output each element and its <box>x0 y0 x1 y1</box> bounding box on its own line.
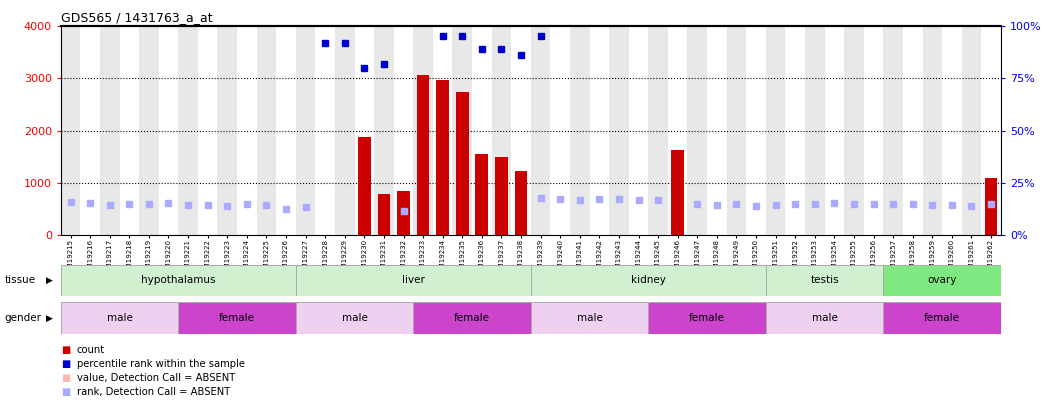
Text: female: female <box>454 313 490 323</box>
Bar <box>358 137 371 235</box>
Bar <box>590 26 609 235</box>
Bar <box>825 26 845 235</box>
Bar <box>413 26 433 235</box>
Bar <box>158 26 178 235</box>
Bar <box>864 26 883 235</box>
Bar <box>550 26 570 235</box>
Text: value, Detection Call = ABSENT: value, Detection Call = ABSENT <box>77 373 235 383</box>
Text: male: male <box>107 313 132 323</box>
Bar <box>377 194 390 235</box>
Bar <box>883 265 1001 296</box>
Text: female: female <box>219 313 255 323</box>
Bar <box>277 26 296 235</box>
Bar <box>687 26 707 235</box>
Bar <box>178 302 296 334</box>
Text: female: female <box>924 313 960 323</box>
Bar <box>629 26 649 235</box>
Bar <box>413 302 530 334</box>
Bar <box>609 26 629 235</box>
Bar <box>746 26 766 235</box>
Bar <box>492 26 511 235</box>
Bar <box>942 26 962 235</box>
Text: testis: testis <box>810 275 838 286</box>
Bar <box>726 26 746 235</box>
Text: count: count <box>77 345 105 355</box>
Bar <box>649 302 766 334</box>
Text: hypothalamus: hypothalamus <box>141 275 216 286</box>
Bar <box>61 265 296 296</box>
Bar <box>119 26 139 235</box>
Text: gender: gender <box>4 313 41 323</box>
Text: ■: ■ <box>61 387 70 396</box>
Text: liver: liver <box>401 275 424 286</box>
Text: male: male <box>811 313 837 323</box>
Text: ovary: ovary <box>927 275 957 286</box>
Bar <box>515 171 527 235</box>
Bar <box>374 26 394 235</box>
Bar <box>668 26 687 235</box>
Bar <box>433 26 453 235</box>
Bar <box>456 92 468 235</box>
Bar <box>530 265 766 296</box>
Bar <box>453 26 472 235</box>
Bar <box>805 26 825 235</box>
Bar <box>649 26 668 235</box>
Bar <box>883 302 1001 334</box>
Bar <box>198 26 217 235</box>
Bar <box>922 26 942 235</box>
Bar <box>985 177 998 235</box>
Text: percentile rank within the sample: percentile rank within the sample <box>77 359 244 369</box>
Bar <box>436 79 449 235</box>
Bar <box>394 26 413 235</box>
Bar <box>530 26 550 235</box>
Bar <box>81 26 100 235</box>
Bar <box>707 26 726 235</box>
Bar <box>296 265 530 296</box>
Bar <box>530 302 649 334</box>
Bar <box>766 302 883 334</box>
Bar <box>903 26 922 235</box>
Bar <box>472 26 492 235</box>
Bar <box>570 26 590 235</box>
Bar <box>883 26 903 235</box>
Bar <box>766 265 883 296</box>
Bar <box>981 26 1001 235</box>
Text: ▶: ▶ <box>46 313 53 322</box>
Bar <box>257 26 277 235</box>
Text: male: male <box>576 313 603 323</box>
Bar <box>354 26 374 235</box>
Text: GDS565 / 1431763_a_at: GDS565 / 1431763_a_at <box>61 11 213 24</box>
Bar <box>844 26 864 235</box>
Bar <box>315 26 335 235</box>
Bar <box>766 26 785 235</box>
Bar <box>61 26 81 235</box>
Bar <box>100 26 119 235</box>
Text: rank, Detection Call = ABSENT: rank, Detection Call = ABSENT <box>77 387 230 396</box>
Bar <box>417 75 430 235</box>
Text: male: male <box>342 313 368 323</box>
Bar <box>397 191 410 235</box>
Bar <box>237 26 257 235</box>
Bar <box>476 154 488 235</box>
Bar <box>511 26 530 235</box>
Bar <box>139 26 158 235</box>
Text: ■: ■ <box>61 373 70 383</box>
Bar <box>495 157 508 235</box>
Text: ■: ■ <box>61 345 70 355</box>
Bar <box>296 302 413 334</box>
Bar <box>785 26 805 235</box>
Text: ▶: ▶ <box>46 276 53 285</box>
Bar <box>296 26 315 235</box>
Text: tissue: tissue <box>4 275 36 286</box>
Text: kidney: kidney <box>631 275 665 286</box>
Text: female: female <box>690 313 725 323</box>
Bar <box>217 26 237 235</box>
Bar <box>61 302 178 334</box>
Bar <box>672 150 684 235</box>
Bar <box>178 26 198 235</box>
Bar <box>962 26 981 235</box>
Text: ■: ■ <box>61 359 70 369</box>
Bar <box>335 26 354 235</box>
